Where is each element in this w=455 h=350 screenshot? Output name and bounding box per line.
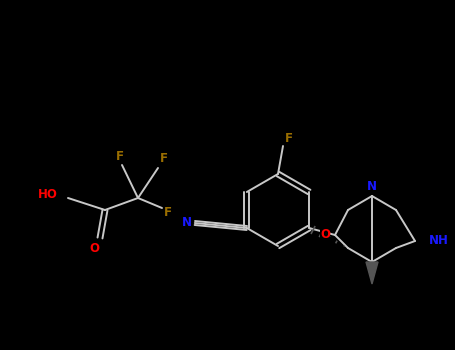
Text: HO: HO [38,189,58,202]
Text: NH: NH [429,234,449,247]
Text: F: F [116,149,124,162]
Text: O: O [320,229,330,241]
Text: N: N [182,217,192,230]
Text: O: O [89,241,99,254]
Text: F: F [285,132,293,145]
Text: F: F [160,153,168,166]
Text: N: N [367,180,377,193]
Polygon shape [366,262,378,284]
Text: F: F [164,206,172,219]
